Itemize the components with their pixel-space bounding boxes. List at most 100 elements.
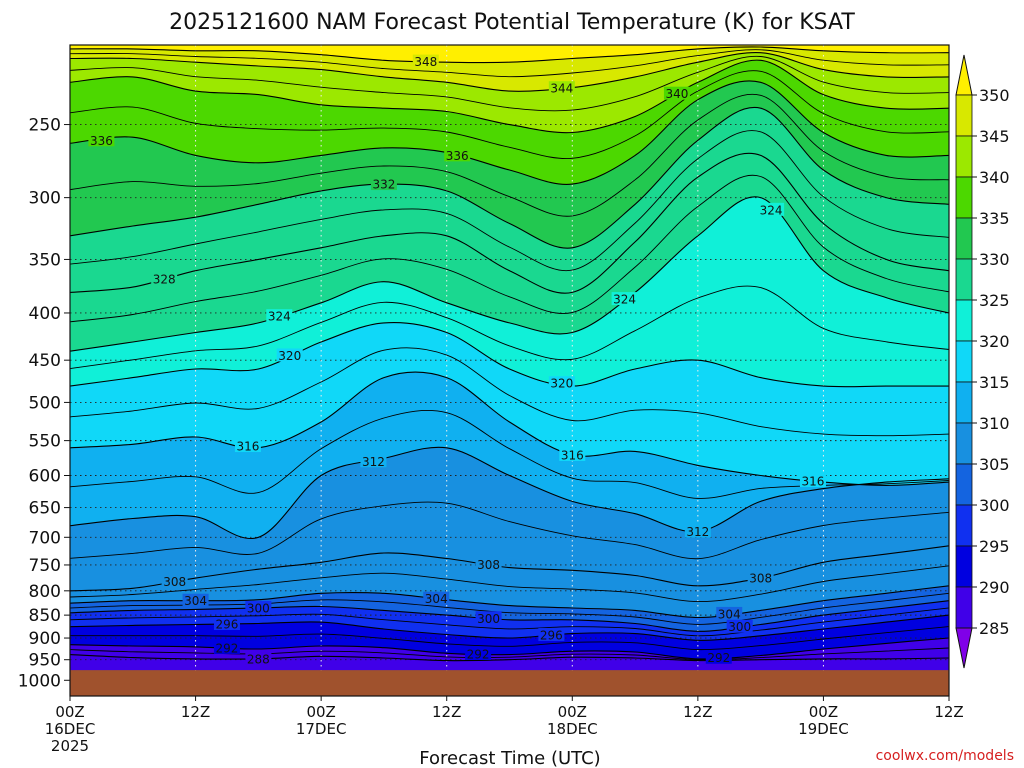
y-tick-label: 900 <box>29 629 61 649</box>
y-tick-label: 400 <box>29 304 61 324</box>
y-tick-label: 350 <box>29 250 61 270</box>
contour-label-bg <box>182 593 209 607</box>
colorbar-box <box>955 135 973 178</box>
contour-label-bg <box>663 86 690 100</box>
contour-322 <box>70 285 949 370</box>
contour-308 <box>70 545 949 592</box>
contour-340 <box>70 59 949 134</box>
band-328-332 <box>70 107 949 294</box>
y-tick-label: 1000 <box>18 671 61 691</box>
contour-label: 292 <box>467 647 490 661</box>
colorbar-box <box>955 463 973 506</box>
contour-labels: 348 344 340 336 336 332 328 324 324 324 320 320 316 3… <box>88 54 826 666</box>
contour-label-bg <box>758 202 785 216</box>
contour-label-bg <box>726 619 753 633</box>
contour-336 <box>70 80 949 185</box>
x-tick-label: 12Z <box>432 703 461 721</box>
contour-label: 328 <box>153 272 176 286</box>
contour-296 <box>70 614 949 641</box>
credit-text[interactable]: coolwx.com/models <box>876 748 1014 764</box>
colorbar-label: 325 <box>979 291 1010 310</box>
contour-label: 316 <box>561 448 584 462</box>
contour-label: 312 <box>686 525 709 539</box>
contour-label-bg <box>161 574 188 588</box>
contour-label: 288 <box>247 652 270 666</box>
y-tick-label: 600 <box>29 467 61 487</box>
theta-contour-lines <box>70 46 949 662</box>
contour-316 <box>70 371 949 486</box>
colorbar-box <box>955 504 973 547</box>
contour-348 <box>70 46 949 64</box>
contour-label: 304 <box>425 592 448 606</box>
contour-label: 332 <box>372 178 395 192</box>
band-288-292 <box>70 638 949 661</box>
contour-label: 320 <box>278 349 301 363</box>
contour-328 <box>70 152 949 294</box>
contour-label: 308 <box>163 575 186 589</box>
contour-304 <box>70 585 949 619</box>
x-tick-label: 2025 <box>51 737 89 755</box>
contour-338 <box>70 70 949 160</box>
contour-label: 324 <box>760 203 783 217</box>
contour-label: 344 <box>550 82 573 96</box>
contour-290 <box>70 647 949 661</box>
contour-label-bg <box>245 651 272 665</box>
contour-label: 292 <box>707 651 730 665</box>
colorbar-label: 340 <box>979 168 1010 187</box>
y-tick-label: 850 <box>29 606 61 626</box>
contour-label-bg <box>611 292 638 306</box>
y-tick-label: 750 <box>29 556 61 576</box>
y-tick-label: 450 <box>29 351 61 371</box>
contour-326 <box>70 174 949 323</box>
contour-label: 336 <box>446 149 469 163</box>
contour-label: 304 <box>184 594 207 608</box>
contour-label-bg <box>538 628 565 642</box>
colorbar-label: 315 <box>979 373 1010 392</box>
y-tick-label: 550 <box>29 432 61 452</box>
y-tick-label: 500 <box>29 393 61 413</box>
contour-label-bg <box>475 557 502 571</box>
contour-label: 292 <box>216 641 239 655</box>
contour-label: 324 <box>613 293 636 307</box>
contour-label: 296 <box>540 629 563 643</box>
contour-312 <box>70 446 949 540</box>
contour-288 <box>70 654 949 662</box>
contour-label-bg <box>213 616 240 630</box>
contour-label: 304 <box>718 607 741 621</box>
chart-title: 2025121600 NAM Forecast Potential Temper… <box>169 10 855 35</box>
colorbar-box <box>955 299 973 342</box>
y-tick-label: 700 <box>29 528 61 548</box>
contour-label-bg <box>747 571 774 585</box>
contour-label-bg <box>444 148 471 162</box>
contour-310 <box>70 501 949 560</box>
contour-label-bg <box>548 376 575 390</box>
colorbar-box <box>955 545 973 588</box>
contour-label-bg <box>234 439 261 453</box>
contour-label-bg <box>88 133 115 147</box>
contour-label-bg <box>465 646 492 660</box>
band-332-336 <box>70 80 949 249</box>
band-344-348 <box>70 46 949 92</box>
colorbar-label: 345 <box>979 127 1010 146</box>
contour-298 <box>70 607 949 637</box>
colorbar-box <box>955 94 973 137</box>
contour-label-bg <box>266 309 293 323</box>
y-axis-ticks: 250 300 350 400 450 500 550 600 650 700 750 800 850 9… <box>18 116 70 691</box>
band-316-320 <box>70 322 949 486</box>
colorbar-bottom-arrow <box>955 627 973 669</box>
contour-label: 308 <box>749 572 772 586</box>
contour-label-bg <box>370 177 397 191</box>
colorbar-label: 305 <box>979 455 1010 474</box>
colorbar: 350 345 340 335 330 325 320 315 310 305 300 295 290 2… <box>955 54 1010 669</box>
band-336-340 <box>70 60 949 185</box>
contour-label-bg <box>213 640 240 654</box>
colorbar-label: 350 <box>979 86 1010 105</box>
colorbar-box <box>955 217 973 260</box>
y-tick-label: 300 <box>29 189 61 209</box>
contour-302 <box>70 592 949 625</box>
colorbar-label: 285 <box>979 619 1010 638</box>
y-tick-label: 800 <box>29 582 61 602</box>
contour-label-bg <box>705 650 732 664</box>
